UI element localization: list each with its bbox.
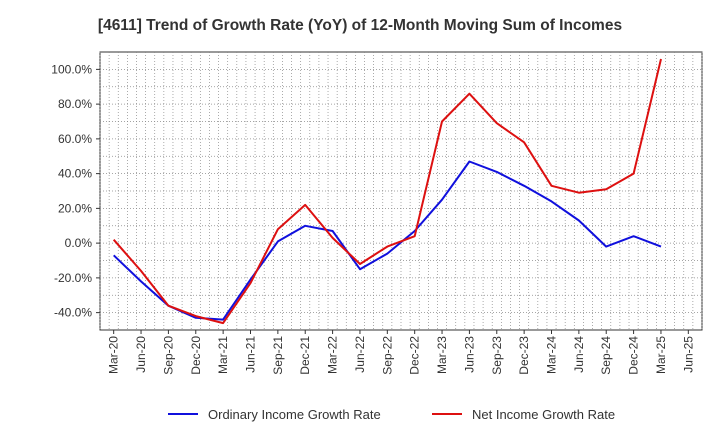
x-tick-label: Dec-22 [408, 336, 422, 375]
y-tick-label: 60.0% [58, 132, 92, 146]
x-tick-label: Mar-23 [435, 336, 449, 374]
y-tick-label: 100.0% [51, 62, 92, 76]
y-tick-label: 0.0% [65, 236, 93, 250]
x-tick-label: Jun-25 [681, 336, 695, 373]
x-tick-label: Jun-23 [462, 336, 476, 373]
x-tick-label: Jun-21 [244, 336, 258, 373]
x-tick-label: Mar-24 [545, 336, 559, 374]
x-tick-label: Dec-20 [189, 336, 203, 375]
x-tick-label: Mar-25 [654, 336, 668, 374]
legend: Ordinary Income Growth Rate Net Income Gr… [168, 407, 615, 422]
x-tick-label: Sep-23 [490, 336, 504, 375]
x-tick-label: Sep-20 [161, 336, 175, 375]
x-tick-label: Dec-21 [298, 336, 312, 375]
series-line-net-income [112, 58, 662, 325]
y-tick-label: 80.0% [58, 97, 92, 111]
legend-label: Ordinary Income Growth Rate [208, 407, 381, 422]
x-tick-label: Sep-24 [599, 336, 613, 375]
series-group [112, 58, 662, 325]
x-tick-label: Mar-22 [326, 336, 340, 374]
y-tick-label: 40.0% [58, 167, 92, 181]
grid [99, 52, 703, 330]
x-tick-label: Dec-24 [627, 336, 641, 375]
y-axis: -40.0% -20.0% 0.0% 20.0% 40.0% 60.0% 80.0% 100.… [51, 62, 100, 320]
y-tick-label: -40.0% [54, 306, 92, 320]
x-tick-label: Mar-20 [107, 336, 121, 374]
x-tick-label: Jun-24 [572, 336, 586, 373]
y-tick-label: -20.0% [54, 271, 92, 285]
x-tick-label: Jun-22 [353, 336, 367, 373]
x-axis: Mar-20 Jun-20 Sep-20 Dec-20 Mar-21 Jun-21 Sep-… [107, 330, 695, 375]
x-tick-label: Sep-21 [271, 336, 285, 375]
legend-label: Net Income Growth Rate [472, 407, 615, 422]
x-tick-label: Mar-21 [216, 336, 230, 374]
y-tick-label: 20.0% [58, 201, 92, 215]
x-tick-label: Jun-20 [134, 336, 148, 373]
x-tick-label: Dec-23 [517, 336, 531, 375]
chart-title: [4611] Trend of Growth Rate (YoY) of 12-… [98, 17, 622, 34]
x-tick-label: Sep-22 [380, 336, 394, 375]
